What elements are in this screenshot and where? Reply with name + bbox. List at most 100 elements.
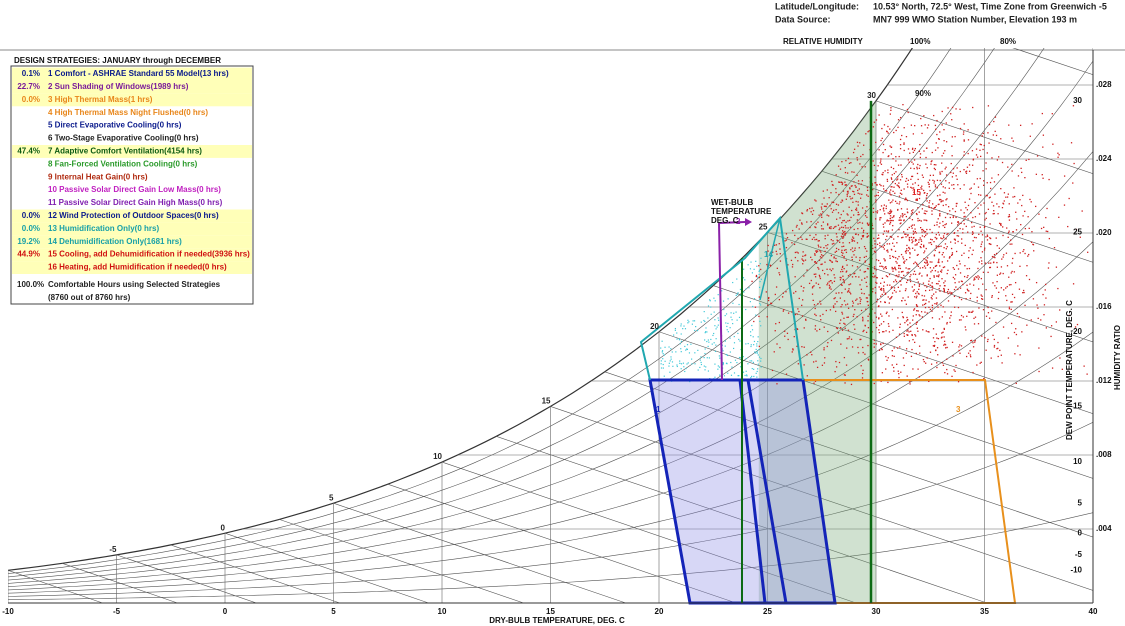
climate-dot (846, 338, 848, 340)
climate-dot (1015, 229, 1018, 231)
climate-dot (970, 187, 972, 189)
climate-dot (926, 260, 928, 262)
climate-dot (954, 210, 957, 213)
climate-dot (819, 276, 821, 278)
climate-dot (968, 290, 970, 292)
climate-dot (1045, 230, 1047, 232)
climate-dot (841, 199, 843, 201)
rh-header: RELATIVE HUMIDITY (783, 37, 864, 46)
climate-dot (921, 235, 924, 237)
climate-dot (868, 263, 870, 266)
climate-dot (687, 319, 689, 321)
climate-dot (935, 233, 937, 236)
climate-dot (779, 274, 781, 276)
climate-dot (905, 267, 907, 269)
climate-dot (876, 184, 878, 186)
climate-dot (867, 268, 869, 270)
climate-dot (948, 257, 951, 259)
climate-dot (1018, 288, 1021, 290)
strategy-percent: 47.4% (17, 147, 40, 156)
climate-dot (887, 251, 889, 253)
climate-dot (932, 203, 934, 205)
climate-dot (898, 267, 900, 269)
climate-dot (846, 264, 848, 266)
climate-dot (964, 265, 966, 267)
climate-dot (801, 212, 804, 215)
climate-dot (928, 242, 930, 244)
climate-dot (965, 207, 967, 209)
climate-dot (848, 162, 851, 165)
climate-dot (913, 262, 915, 265)
climate-dot (1008, 276, 1010, 278)
climate-dot (970, 311, 972, 313)
climate-dot (987, 312, 990, 314)
climate-dot (841, 284, 843, 286)
climate-dot (757, 354, 759, 356)
climate-dot (866, 189, 869, 192)
climate-dot (903, 127, 905, 129)
climate-dot (986, 239, 989, 241)
climate-dot (915, 239, 918, 241)
climate-dot (944, 168, 946, 170)
climate-dot (863, 256, 866, 258)
climate-dot (943, 256, 945, 258)
climate-dot (897, 185, 899, 187)
climate-dot (792, 349, 794, 351)
climate-dot (927, 181, 929, 184)
climate-dot (865, 281, 867, 284)
climate-dot (993, 210, 995, 212)
climate-dot (1021, 233, 1024, 236)
climate-dot (888, 155, 890, 157)
climate-dot (841, 304, 843, 306)
climate-dot (898, 255, 900, 258)
climate-dot (985, 162, 987, 164)
climate-dot (830, 254, 833, 257)
climate-dot (898, 274, 900, 276)
climate-dot (894, 267, 896, 270)
climate-dot (835, 260, 837, 262)
strategy-highlight (12, 261, 252, 274)
climate-dot (827, 244, 829, 246)
climate-dot (905, 233, 907, 236)
climate-dot (866, 297, 869, 299)
climate-dot (669, 371, 671, 373)
climate-dot (888, 199, 890, 201)
climate-dot (916, 254, 918, 256)
climate-dot (912, 338, 914, 341)
climate-dot (823, 326, 825, 328)
climate-dot (981, 135, 983, 137)
climate-dot (930, 241, 932, 244)
climate-dot (676, 332, 678, 334)
climate-dot (817, 244, 819, 246)
climate-dot (1031, 123, 1033, 125)
climate-dot (891, 236, 893, 238)
wet-bulb-line (224, 532, 429, 604)
climate-dot (926, 275, 928, 277)
climate-dot (1008, 230, 1010, 232)
climate-dot (985, 168, 987, 170)
climate-dot (989, 266, 991, 269)
climate-dot (679, 343, 681, 345)
climate-dot (687, 362, 689, 364)
climate-dot (1035, 281, 1038, 284)
climate-dot (900, 189, 902, 191)
climate-dot (947, 300, 950, 302)
climate-dot (977, 186, 980, 188)
climate-dot (905, 236, 907, 238)
climate-dot (757, 276, 759, 278)
climate-dot (719, 357, 721, 359)
climate-dot (866, 276, 868, 278)
climate-dot (861, 193, 863, 195)
climate-dot (887, 132, 889, 134)
climate-dot (778, 243, 780, 245)
climate-dot (791, 351, 793, 353)
sun-shading-line (717, 221, 746, 381)
climate-dot (844, 167, 846, 169)
climate-dot (899, 179, 902, 181)
climate-dot (735, 294, 737, 297)
climate-dot (756, 376, 758, 378)
climate-dot (949, 256, 951, 258)
climate-dot (1019, 354, 1021, 356)
climate-dot (972, 310, 974, 312)
climate-dot (815, 282, 817, 284)
